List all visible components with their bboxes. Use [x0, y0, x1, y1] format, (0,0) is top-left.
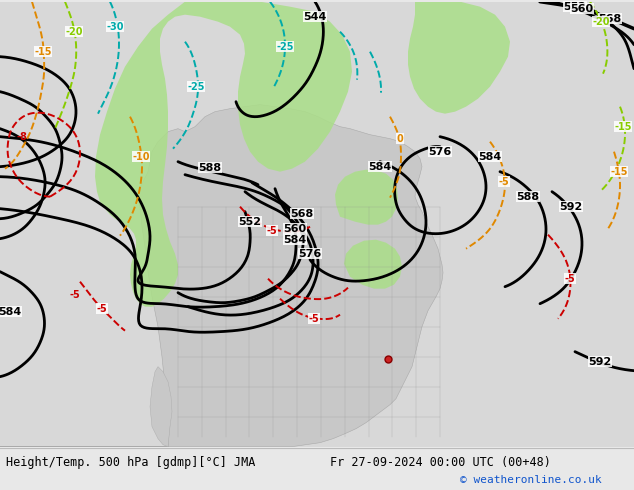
Text: -15: -15	[614, 122, 631, 132]
Text: 588: 588	[517, 192, 540, 202]
Text: -15: -15	[34, 47, 52, 57]
Text: 584: 584	[0, 307, 22, 317]
Text: -5: -5	[565, 274, 576, 284]
Text: 568: 568	[598, 14, 621, 24]
Text: -5: -5	[267, 226, 278, 236]
Text: 552: 552	[238, 217, 261, 227]
Polygon shape	[408, 1, 510, 114]
Text: Fr 27-09-2024 00:00 UTC (00+48): Fr 27-09-2024 00:00 UTC (00+48)	[330, 456, 551, 469]
Polygon shape	[0, 105, 443, 447]
Text: 576: 576	[299, 248, 321, 259]
Text: -5: -5	[309, 314, 320, 324]
Text: -5: -5	[96, 304, 107, 314]
Text: 552: 552	[564, 1, 586, 12]
Text: 544: 544	[303, 12, 327, 22]
Text: 576: 576	[429, 147, 451, 157]
Text: -20: -20	[65, 26, 83, 37]
Polygon shape	[150, 367, 172, 447]
Polygon shape	[335, 170, 398, 225]
Text: 588: 588	[198, 163, 221, 172]
Text: 0: 0	[397, 134, 403, 144]
Text: © weatheronline.co.uk: © weatheronline.co.uk	[460, 475, 602, 485]
Text: -25: -25	[187, 82, 205, 92]
Text: 584: 584	[283, 235, 307, 245]
Text: -10: -10	[133, 152, 150, 162]
Text: -8: -8	[16, 132, 27, 142]
Polygon shape	[95, 1, 352, 307]
Polygon shape	[344, 240, 402, 289]
Text: -5: -5	[498, 177, 509, 187]
Text: 584: 584	[368, 162, 392, 172]
Text: 592: 592	[559, 202, 583, 212]
Text: 568: 568	[290, 209, 314, 219]
Text: 560: 560	[283, 223, 307, 234]
Text: -30: -30	[107, 22, 124, 32]
Text: Height/Temp. 500 hPa [gdmp][°C] JMA: Height/Temp. 500 hPa [gdmp][°C] JMA	[6, 456, 256, 469]
Text: -20: -20	[592, 17, 610, 26]
Text: -15: -15	[611, 167, 628, 177]
Text: -25: -25	[276, 42, 294, 51]
Polygon shape	[0, 1, 634, 447]
Text: 584: 584	[479, 152, 501, 162]
Text: -5: -5	[70, 290, 81, 300]
Text: 592: 592	[588, 357, 612, 367]
Text: 560: 560	[571, 4, 593, 14]
